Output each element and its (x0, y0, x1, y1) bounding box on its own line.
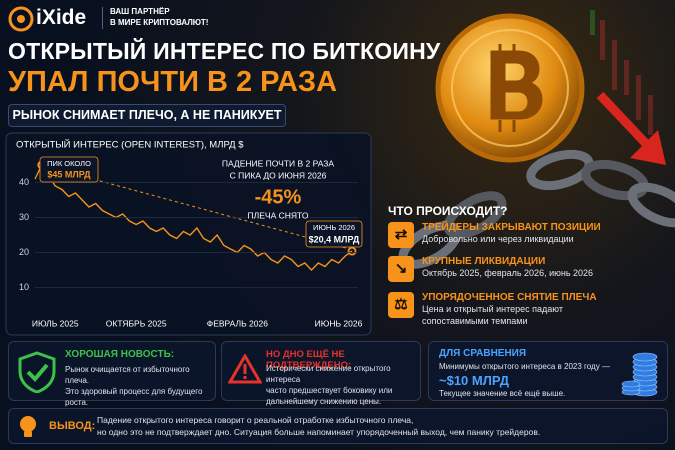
bitcoin-symbol (490, 44, 543, 132)
drop-percent: -45% (255, 186, 302, 208)
conclusion-label: ВЫВОД: (49, 420, 96, 432)
what-title: ЧТО ПРОИСХОДИТ? (388, 204, 508, 218)
x-tick-label: ИЮЛЬ 2025 (32, 318, 79, 328)
card-line: дальнейшему снижению цены. (266, 397, 382, 406)
y-tick-label: 10 (19, 282, 29, 292)
peak-value: $45 МЛРД (47, 169, 91, 179)
item-title: КРУПНЫЕ ЛИКВИДАЦИИ (422, 256, 546, 267)
item-text: сопоставимыми темпами (422, 316, 528, 326)
y-tick-label: 40 (19, 177, 29, 187)
arrow-shaft (596, 91, 656, 154)
warn-card: НО ДНО ЕЩЁ НЕ ПОДТВЕРЖДЕНО: Исторически … (221, 341, 421, 406)
x-tick-label: ОКТЯБРЬ 2025 (106, 318, 167, 328)
x-tick-label: ФЕВРАЛЬ 2026 (207, 318, 268, 328)
icon: ⇄ (388, 222, 414, 248)
conclusion-line: но одно это не подтверждает дно. Ситуаци… (97, 427, 541, 437)
conclusion: ВЫВОД: Падение открытого интереса говори… (8, 408, 668, 444)
card-text: Исторически снижение открытого интереса ч… (266, 363, 420, 407)
warning-icon (228, 354, 262, 384)
x-tick-label: ИЮНЬ 2026 (315, 318, 363, 328)
coin-ring (451, 29, 569, 147)
compare-title: ДЛЯ СРАВНЕНИЯ (439, 348, 527, 359)
drop-note: ПЛЕЧА СНЯТО (248, 210, 309, 220)
card-line: часто предшествует боковику или (266, 386, 393, 395)
conclusion-text: Падение открытого интереса говорит о реа… (97, 414, 540, 438)
peak-label: ПИК ОКОЛО (47, 159, 91, 168)
compare-text: Минимумы открытого интереса в 2023 году … (439, 362, 610, 371)
bulb-icon (20, 416, 36, 437)
y-tick-label: 30 (19, 212, 29, 222)
bg-candles (590, 10, 653, 135)
brand: iXide (36, 6, 87, 29)
card-line: Это здоровый процесс для будущего роста. (65, 387, 203, 407)
conclusion-line: Падение открытого интереса говорит о реа… (97, 415, 414, 425)
chart-title: ОТКРЫТЫЙ ИНТЕРЕС (OPEN INTEREST), МЛРД $ (16, 139, 244, 151)
compare-value: ~$10 МЛРД (439, 373, 509, 388)
card-line: Исторически снижение открытого интереса (266, 364, 391, 384)
card-title: ХОРОШАЯ НОВОСТЬ: (65, 349, 175, 360)
card-text: Рынок очищается от избыточного плеча. Это… (65, 364, 215, 408)
good-card: ХОРОШАЯ НОВОСТЬ: Рынок очищается от избы… (8, 341, 216, 407)
subtitle: РЫНОК СНИМАЕТ ПЛЕЧО, А НЕ ПАНИКУЕТ (8, 104, 286, 127)
what-item: УПОРЯДОЧЕННОЕ СНЯТИЕ ПЛЕЧА Цена и открыты… (422, 292, 597, 327)
tagline-line: В МИРЕ КРИПТОВАЛЮТ! (110, 18, 209, 27)
title-line: УПАЛ ПОЧТИ В 2 РАЗА (8, 66, 338, 98)
drop-label: ПАДЕНИЕ ПОЧТИ В 2 РАЗА (222, 158, 335, 168)
last-label: ИЮНЬ 2026 (313, 223, 355, 232)
item-text: Добровольно или через ликвидации (422, 234, 574, 244)
item-title: УПОРЯДОЧЕННОЕ СНЯТИЕ ПЛЕЧА (422, 292, 597, 303)
item-title: ТРЕЙДЕРЫ ЗАКРЫВАЮТ ПОЗИЦИИ (422, 222, 601, 233)
series-line (34, 163, 353, 272)
item-text: Цена и открытый интерес падают (422, 304, 563, 314)
coins-icon (621, 352, 658, 397)
trend-arrow (41, 164, 347, 249)
compare-note: Текущее значение всё ещё выше. (439, 389, 566, 398)
what-item: КРУПНЫЕ ЛИКВИДАЦИИ Октябрь 2025, февраль … (422, 256, 593, 279)
divider (102, 7, 103, 29)
compare-card: ДЛЯ СРАВНЕНИЯ Минимумы открытого интерес… (428, 341, 668, 401)
icon: ↘ (388, 256, 414, 282)
drop-label: С ПИКА ДО ИЮНЯ 2026 (230, 170, 327, 180)
peak-box (39, 156, 99, 183)
item-text: Октябрь 2025, февраль 2026, июнь 2026 (422, 268, 594, 278)
title-line: ОТКРЫТЫЙ ИНТЕРЕС ПО БИТКОИНУ (8, 38, 441, 64)
logo-icon (8, 6, 34, 32)
card-line: Рынок очищается от избыточного плеча. (65, 365, 190, 385)
last-box (305, 220, 363, 248)
tagline-line: ВАШ ПАРТНЁР (110, 7, 170, 16)
last-value: $20,4 МЛРД (309, 234, 360, 244)
arrow-head (630, 130, 666, 165)
shield-icon (18, 351, 56, 393)
y-tick-label: 20 (19, 247, 29, 257)
card-title: НО ДНО ЕЩЁ НЕ ПОДТВЕРЖДЕНО: (266, 349, 352, 371)
icon: ⚖ (388, 292, 414, 318)
tagline: ВАШ ПАРТНЁР В МИРЕ КРИПТОВАЛЮТ! (110, 6, 208, 28)
what-item: ТРЕЙДЕРЫ ЗАКРЫВАЮТ ПОЗИЦИИ Добровольно ил… (422, 222, 601, 245)
